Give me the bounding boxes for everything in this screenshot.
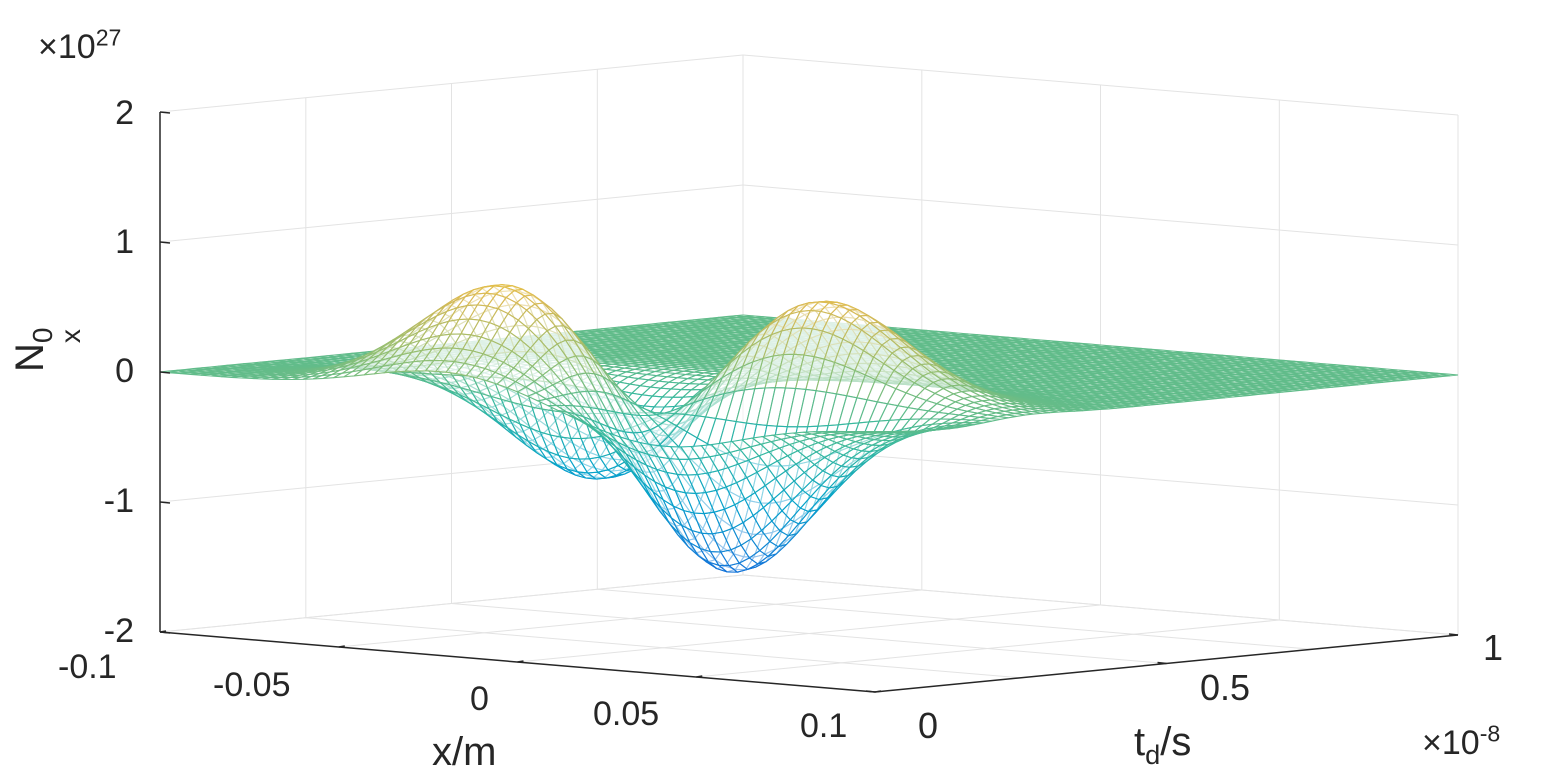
z-tick-label: -2 — [103, 612, 134, 650]
z-tick — [159, 501, 171, 504]
grid-line — [742, 574, 1459, 636]
surface-mesh — [159, 283, 1459, 573]
y-tick — [1157, 661, 1167, 665]
z-tick-label: -1 — [103, 482, 134, 520]
x-tick-label: 0.1 — [800, 707, 848, 745]
grid-line — [742, 54, 1459, 116]
grid-line — [305, 617, 1021, 679]
x-tick — [159, 630, 167, 633]
grid-line — [159, 54, 744, 113]
x-tick-label: -0.05 — [213, 666, 291, 704]
x-tick-label: 0.05 — [593, 695, 660, 733]
x-axis-label: x/m — [432, 730, 497, 774]
surface-quad — [864, 431, 884, 434]
x-tick — [517, 660, 524, 663]
y-tick-label: 0.5 — [1200, 667, 1251, 708]
x-tick — [874, 690, 882, 693]
x-tick — [338, 645, 345, 648]
z-tick — [159, 371, 171, 374]
x-tick-label: -0.1 — [58, 648, 117, 686]
x-tick — [696, 675, 703, 678]
y-tick — [865, 690, 876, 693]
x-tick-label: 0 — [470, 680, 489, 718]
grid-line — [159, 184, 744, 243]
z-tick — [159, 111, 171, 114]
y-tick-label: 1 — [1483, 627, 1504, 668]
grid-line — [597, 588, 1313, 650]
z-tick-label: 1 — [115, 223, 134, 261]
z-tick-label: 0 — [115, 352, 134, 390]
y-axis-label: td/s — [1134, 720, 1192, 770]
z-exponent-label: ×1027 — [38, 24, 122, 66]
y-exponent-label: ×10-8 — [1422, 720, 1501, 762]
z-tick — [159, 241, 171, 244]
y-tick — [1448, 633, 1459, 636]
grid-line — [742, 184, 1459, 246]
grid-line — [451, 603, 1167, 664]
y-tick-label: 0 — [918, 705, 939, 746]
z-tick-label: 2 — [115, 94, 134, 132]
